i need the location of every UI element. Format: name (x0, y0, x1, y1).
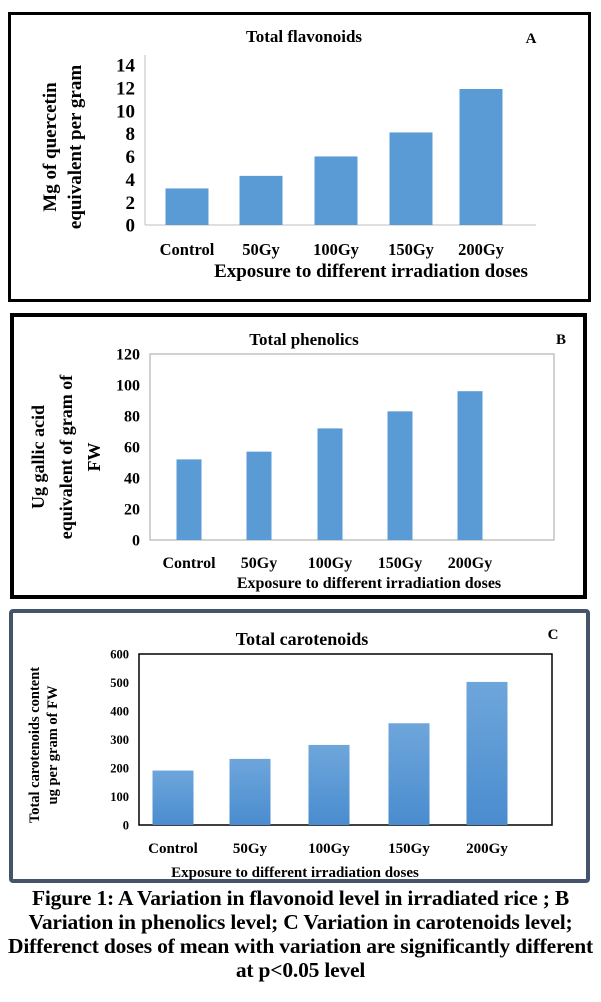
y-axis-label-line: Ug gallic acid (28, 405, 48, 509)
y-axis-label-line: Mg of quercetin (40, 82, 61, 212)
x-tick-label: 100Gy (308, 841, 350, 857)
y-tick-label: 400 (110, 704, 129, 718)
panel-c-carotenoids: Total carotenoids C 0 100 200 300 400 500 600 Con… (9, 609, 590, 883)
y-tick-label: 10 (116, 101, 135, 122)
bar-100gy (308, 744, 350, 825)
x-tick-label: 150Gy (388, 240, 435, 259)
chart-title: Total flavonoids (246, 27, 362, 46)
panel-b-phenolics: Total phenolics B 0 20 40 60 80 100 120 Control 50… (10, 313, 587, 599)
y-tick-label: 500 (110, 676, 129, 690)
y-tick-label: 80 (124, 409, 140, 426)
panel-letter: B (556, 332, 566, 348)
x-tick-label: 150Gy (388, 841, 430, 857)
y-tick-label: 0 (126, 216, 136, 237)
y-tick-label: 14 (116, 56, 136, 77)
y-axis-label-line: ug per gram of FW (45, 685, 61, 804)
panel-letter: A (526, 31, 537, 47)
x-tick-label: Control (160, 240, 215, 259)
x-tick-label: 100Gy (313, 240, 360, 259)
y-axis-label-line: equivalent of gram of (56, 374, 76, 539)
y-tick-label: 40 (124, 471, 140, 488)
x-tick-label: 50Gy (242, 240, 280, 259)
chart-b: Total phenolics B 0 20 40 60 80 100 120 Control 50… (28, 330, 566, 592)
bar-150gy (389, 132, 433, 225)
x-tick-label: 200Gy (448, 555, 492, 572)
x-tick-label: 100Gy (308, 555, 352, 572)
x-tick-label: 50Gy (233, 841, 268, 857)
bar-150gy (387, 411, 413, 540)
bar-50gy (239, 175, 283, 225)
y-axis-label-line: FW (84, 443, 104, 472)
chart-c: Total carotenoids C 0 100 200 300 400 500 600 Con… (27, 627, 559, 881)
x-tick-label: 200Gy (458, 240, 505, 259)
y-axis-label-line: Total carotenoids content (27, 667, 43, 823)
y-tick-label: 2 (126, 193, 136, 214)
y-tick-label: 6 (126, 147, 136, 168)
x-tick-label: 50Gy (241, 555, 277, 572)
y-tick-label: 60 (124, 440, 140, 457)
bar-100gy (317, 428, 343, 540)
bar-control (152, 770, 194, 825)
bar-50gy (246, 451, 272, 540)
y-tick-label: 0 (132, 533, 140, 550)
x-tick-label: 150Gy (378, 555, 422, 572)
y-tick-label: 120 (116, 347, 140, 364)
y-tick-label: 20 (124, 502, 140, 519)
y-tick-label: 8 (126, 124, 136, 145)
bar-200gy (466, 681, 508, 825)
y-tick-label: 200 (110, 761, 129, 775)
bar-control (176, 459, 202, 540)
figure-caption: Figure 1: A Variation in flavonoid level… (8, 886, 593, 982)
panel-letter: C (548, 627, 559, 643)
bar-100gy (314, 156, 358, 225)
y-tick-label: 100 (116, 378, 140, 395)
chart-title: Total carotenoids (236, 629, 369, 649)
bar-200gy (459, 89, 503, 225)
x-tick-label: 200Gy (466, 841, 508, 857)
plot-area-frame (149, 353, 555, 541)
bar-200gy (457, 391, 483, 540)
x-axis-label: Exposure to different irradiation doses (214, 261, 528, 282)
chart-title: Total phenolics (249, 330, 359, 349)
y-tick-label: 12 (116, 79, 135, 100)
y-tick-label: 600 (110, 647, 129, 661)
x-tick-label: Control (162, 555, 216, 572)
y-tick-label: 300 (110, 733, 129, 747)
bar-control (165, 188, 209, 225)
y-tick-label: 0 (123, 818, 129, 832)
x-tick-label: Control (148, 841, 198, 857)
bar-150gy (388, 723, 430, 825)
panel-a-flavonoids: Total flavonoids A 0 2 4 6 8 10 12 14 Control 50Gy 1… (8, 12, 591, 302)
y-tick-label: 100 (110, 790, 129, 804)
y-axis-label-line: equivalent per gram (65, 65, 86, 229)
x-axis-label: Exposure to different irradiation doses (237, 575, 501, 592)
bar-50gy (229, 758, 271, 825)
x-axis-label: Exposure to different irradiation doses (171, 865, 419, 881)
y-tick-label: 4 (126, 170, 136, 191)
